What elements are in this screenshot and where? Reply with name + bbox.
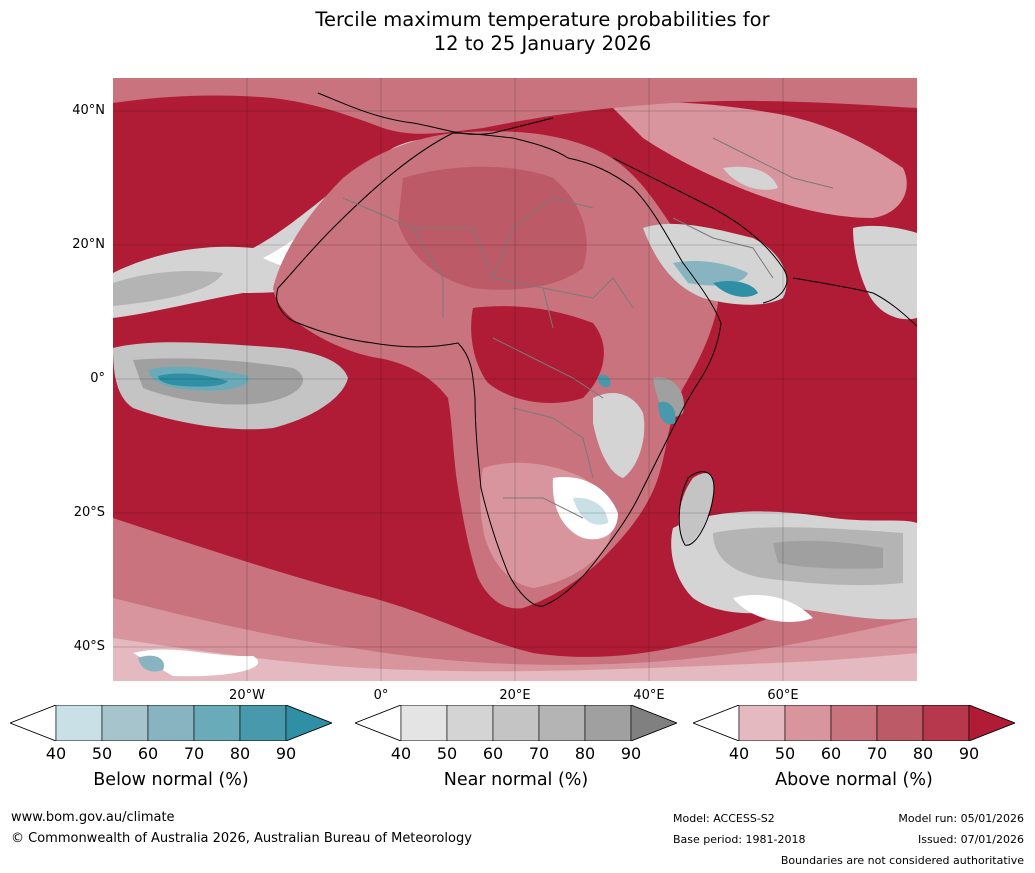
cbar-below-seg-5 <box>239 705 287 741</box>
footer-issued: Issued: 07/01/2026 <box>917 833 1024 846</box>
footer-base-period: Base period: 1981-2018 <box>673 833 806 846</box>
cbar-above-seg-2 <box>784 705 832 741</box>
cbar-above-tick-40: 40 <box>728 744 750 763</box>
lon-label-60e: 60°E <box>767 688 799 703</box>
footer-model: Model: ACCESS-S2 <box>673 812 775 825</box>
north-africa-above-normal-80 <box>398 166 587 290</box>
arabia-below-normal <box>673 261 748 286</box>
cbar-near-seg-5 <box>584 705 632 741</box>
title-line-1: Tercile maximum temperature probabilitie… <box>315 8 770 31</box>
north-atlantic-near-normal-70 <box>113 271 223 306</box>
cbar-above-seg-3 <box>830 705 878 741</box>
europe-above-normal-70 <box>113 78 917 134</box>
cbar-near-seg-6 <box>630 705 677 741</box>
lon-label-20e: 20°E <box>499 688 531 703</box>
lon-label-20w: 20°W <box>229 688 265 703</box>
cbar-below-seg-0 <box>10 705 57 741</box>
cbar-near-seg-2 <box>446 705 494 741</box>
cbar-below-tick-60: 60 <box>137 744 159 763</box>
gridlines <box>113 78 917 681</box>
cbar-near-seg-4 <box>538 705 586 741</box>
cbar-near-tick-60: 60 <box>482 744 504 763</box>
lake-victoria-below-normal <box>597 374 611 388</box>
map-canvas <box>113 78 917 681</box>
india-near-normal <box>853 225 917 320</box>
somali-coast-below-normal <box>658 401 676 425</box>
colorbar-near-normal-swatches <box>355 705 677 741</box>
south-ocean-band-70 <box>113 518 917 681</box>
cbar-below-seg-4 <box>193 705 241 741</box>
coastlines <box>276 92 917 607</box>
cbar-below-tick-70: 70 <box>183 744 205 763</box>
country-borders <box>342 137 834 519</box>
cbar-near-tick-80: 80 <box>574 744 596 763</box>
south-ocean-blue-patch <box>138 655 164 672</box>
lat-label-20n: 20°N <box>72 237 105 252</box>
chart-title: Tercile maximum temperature probabilitie… <box>0 8 1035 56</box>
cbar-near-tick-70: 70 <box>528 744 550 763</box>
cbar-below-tick-80: 80 <box>229 744 251 763</box>
gulf-of-aden-below-normal <box>713 281 758 297</box>
cbar-above-tick-70: 70 <box>866 744 888 763</box>
cbar-near-tick-50: 50 <box>436 744 458 763</box>
cbar-above-seg-4 <box>876 705 924 741</box>
cbar-above-seg-1 <box>738 705 786 741</box>
cbar-near-seg-0 <box>355 705 402 741</box>
cbar-above-seg-5 <box>922 705 970 741</box>
indian-ocean-near-normal-80 <box>773 540 883 569</box>
south-ocean-white-patch <box>133 649 259 677</box>
middle-east-above-normal-60 <box>613 102 907 218</box>
colorbar-below-normal: 40 50 60 70 80 90 Below normal (%) <box>10 705 332 790</box>
lat-label-20s: 20°S <box>73 505 105 520</box>
lat-label-40s: 40°S <box>73 639 105 654</box>
south-ocean-band-50 <box>113 638 917 681</box>
cbar-below-seg-3 <box>147 705 195 741</box>
cbar-below-seg-1 <box>55 705 103 741</box>
somali-coast-near-normal <box>653 377 684 417</box>
cbar-above-seg-0 <box>693 705 740 741</box>
colorbar-near-normal: 40 50 60 70 80 90 Near normal (%) <box>355 705 677 790</box>
cbar-above-tick-60: 60 <box>820 744 842 763</box>
colorbar-near-title: Near normal (%) <box>443 770 589 790</box>
cbar-near-tick-40: 40 <box>390 744 412 763</box>
south-ocean-band-60 <box>113 598 917 681</box>
footer-disclaimer: Boundaries are not considered authoritat… <box>780 854 1024 867</box>
colorbar-above-normal: 40 50 60 70 80 90 Above normal (%) <box>693 705 1015 790</box>
cbar-above-tick-50: 50 <box>774 744 796 763</box>
east-africa-near-normal <box>593 393 645 478</box>
cbar-near-tick-90: 90 <box>620 744 642 763</box>
colorbar-above-title: Above normal (%) <box>775 770 933 790</box>
south-africa-below-normal <box>573 497 608 525</box>
probability-map <box>113 78 917 681</box>
cbar-above-seg-6 <box>968 705 1015 741</box>
madagascar-near-normal <box>678 473 715 544</box>
lon-label-40e: 40°E <box>633 688 665 703</box>
colorbar-below-title: Below normal (%) <box>93 770 249 790</box>
cbar-near-seg-1 <box>400 705 448 741</box>
cbar-above-tick-80: 80 <box>912 744 934 763</box>
cbar-below-seg-2 <box>101 705 149 741</box>
central-africa-above-normal-90 <box>471 306 604 403</box>
footer-website: www.bom.gov.au/climate <box>11 810 175 825</box>
cbar-near-seg-3 <box>492 705 540 741</box>
indian-ocean-white-patch <box>733 594 813 622</box>
cbar-below-seg-6 <box>285 705 332 741</box>
cbar-below-tick-50: 50 <box>91 744 113 763</box>
lat-label-40n: 40°N <box>72 103 105 118</box>
lat-label-eq: 0° <box>90 371 105 386</box>
lon-label-0: 0° <box>373 688 389 703</box>
persian-gulf-near-normal <box>723 166 778 190</box>
colorbar-above-normal-swatches <box>693 705 1015 741</box>
cbar-below-tick-90: 90 <box>275 744 297 763</box>
cbar-above-tick-90: 90 <box>958 744 980 763</box>
title-line-2: 12 to 25 January 2026 <box>433 32 652 55</box>
footer-model-run: Model run: 05/01/2026 <box>898 812 1024 825</box>
atlantic-below-normal-90 <box>158 373 228 387</box>
footer-copyright: © Commonwealth of Australia 2026, Austra… <box>11 831 472 846</box>
colorbar-below-normal-swatches <box>10 705 332 741</box>
cbar-below-tick-40: 40 <box>45 744 67 763</box>
